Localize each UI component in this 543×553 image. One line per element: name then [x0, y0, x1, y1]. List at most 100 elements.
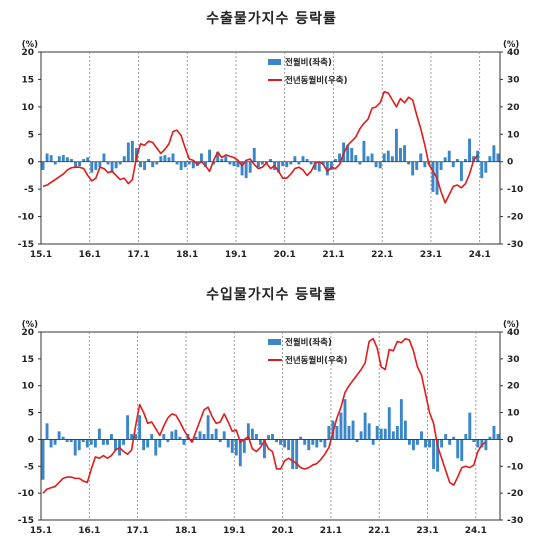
bar: [354, 155, 358, 162]
bar: [464, 434, 468, 440]
bar: [484, 439, 488, 451]
bar: [287, 439, 291, 451]
bar: [102, 153, 106, 162]
bar: [291, 439, 295, 469]
left-axis-tick-label: 0: [28, 158, 34, 168]
bar: [382, 153, 386, 162]
x-axis-tick-label: 15.1: [30, 250, 52, 260]
right-axis-unit: (%): [503, 40, 519, 50]
bar: [269, 158, 272, 162]
bar: [179, 161, 183, 170]
left-axis-tick-label: -5: [24, 185, 34, 195]
bar: [363, 412, 367, 440]
bar: [460, 439, 464, 461]
right-axis-tick-label: 40: [507, 48, 520, 58]
bar: [154, 439, 158, 456]
bar: [234, 439, 238, 456]
bar: [65, 157, 69, 162]
bar: [260, 161, 264, 165]
bar: [424, 439, 427, 448]
right-axis-tick-label: -10: [507, 185, 523, 195]
bar: [443, 157, 447, 162]
bar: [65, 439, 69, 443]
bar: [236, 161, 240, 168]
bar: [146, 439, 150, 448]
bar: [355, 439, 359, 443]
bar: [378, 161, 382, 169]
x-axis-tick-label: 21.1: [322, 250, 344, 260]
bar: [258, 439, 262, 445]
right-axis-tick-label: 10: [507, 130, 520, 140]
left-axis-tick-label: 20: [21, 328, 34, 338]
bar: [391, 431, 395, 440]
bar: [325, 161, 329, 176]
right-axis-tick-label: -30: [507, 240, 523, 250]
bar: [411, 161, 415, 176]
bar: [94, 161, 98, 170]
bar: [307, 439, 311, 451]
plot-frame: [40, 331, 501, 521]
bar: [448, 439, 452, 445]
bar: [347, 426, 351, 440]
bar: [41, 439, 45, 480]
legend-label-line: 전년동월비(우축): [285, 355, 348, 366]
bar: [216, 151, 220, 162]
bar: [155, 161, 159, 165]
x-axis-tick-label: 17.1: [127, 250, 149, 260]
legend-bar-swatch: [268, 59, 281, 65]
bar: [230, 439, 234, 453]
x-axis-tick-label: 24.1: [465, 526, 487, 536]
bar: [415, 161, 419, 170]
bar: [267, 435, 270, 440]
x-axis-tick-label: 18.1: [176, 250, 198, 260]
bar: [327, 426, 331, 440]
bar: [89, 439, 93, 445]
bar: [359, 431, 363, 440]
x-axis-tick-label: 23.1: [416, 526, 438, 536]
x-axis-tick-label: 16.1: [78, 526, 100, 536]
left-axis-tick-label: 10: [21, 382, 34, 392]
bar: [41, 161, 45, 170]
bar: [70, 158, 73, 162]
bar: [488, 156, 492, 162]
bar: [311, 439, 315, 445]
bar: [455, 158, 459, 162]
bar: [386, 150, 390, 162]
bar: [371, 439, 375, 445]
bar: [151, 161, 155, 168]
bar: [444, 434, 448, 440]
bar: [73, 439, 77, 456]
right-axis-tick-label: -30: [507, 516, 523, 526]
bar: [313, 161, 317, 170]
bar: [53, 439, 57, 445]
left-axis-tick-label: 0: [28, 435, 34, 445]
bar: [343, 399, 347, 440]
bar: [81, 439, 85, 443]
bar: [45, 153, 49, 162]
bar: [403, 420, 407, 440]
bar: [271, 434, 274, 440]
left-axis-tick-label: 15: [21, 75, 34, 85]
bar: [440, 439, 444, 448]
left-axis-unit: (%): [22, 320, 38, 330]
bar: [416, 439, 419, 445]
bar: [492, 145, 496, 162]
right-axis-unit: (%): [503, 320, 519, 330]
left-axis-tick-label: -15: [18, 516, 34, 526]
left-axis-tick-label: -10: [18, 489, 34, 499]
bar: [303, 439, 307, 445]
bar: [315, 439, 319, 448]
bar: [370, 153, 374, 162]
bar: [323, 439, 327, 448]
line-series: [42, 337, 487, 494]
bar: [254, 434, 258, 440]
right-axis-tick-label: 0: [507, 435, 513, 445]
bar: [171, 153, 175, 162]
bar: [206, 415, 210, 440]
right-axis-tick-label: -20: [507, 213, 523, 223]
bar: [488, 436, 492, 440]
bar: [452, 436, 456, 440]
left-axis-tick-label: -10: [18, 213, 34, 223]
bar: [45, 423, 49, 440]
bar: [130, 434, 134, 440]
